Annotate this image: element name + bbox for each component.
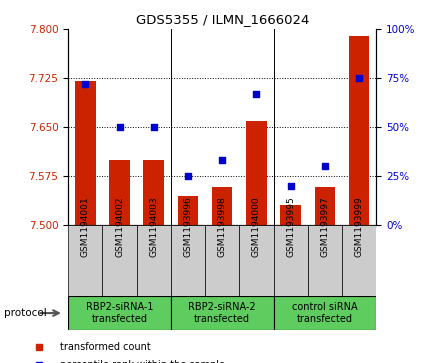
Text: transformed count: transformed count	[60, 342, 151, 352]
Text: protocol: protocol	[4, 308, 47, 318]
Bar	[246, 121, 267, 225]
Bar	[171, 225, 205, 296]
Bar	[280, 205, 301, 225]
Text: GSM1194003: GSM1194003	[149, 196, 158, 257]
Text: GSM1193996: GSM1193996	[183, 196, 192, 257]
Text: GSM1193998: GSM1193998	[218, 196, 227, 257]
Bar	[171, 296, 274, 330]
Point	[253, 91, 260, 97]
Bar	[315, 187, 335, 225]
Text: GSM1194000: GSM1194000	[252, 196, 261, 257]
Bar	[239, 225, 274, 296]
Bar	[143, 160, 164, 225]
Text: percentile rank within the sample: percentile rank within the sample	[60, 360, 225, 363]
Point	[219, 158, 226, 163]
Bar	[308, 225, 342, 296]
Bar	[75, 81, 95, 225]
Bar	[205, 225, 239, 296]
Text: GSM1193999: GSM1193999	[355, 196, 363, 257]
Bar	[68, 296, 171, 330]
Text: RBP2-siRNA-2
transfected: RBP2-siRNA-2 transfected	[188, 302, 256, 324]
Point	[116, 124, 123, 130]
Bar	[274, 225, 308, 296]
Point	[321, 163, 328, 169]
Bar	[103, 225, 137, 296]
Text: GSM1193997: GSM1193997	[320, 196, 330, 257]
Point	[356, 75, 363, 81]
Text: control siRNA
transfected: control siRNA transfected	[292, 302, 358, 324]
Bar	[137, 225, 171, 296]
Title: GDS5355 / ILMN_1666024: GDS5355 / ILMN_1666024	[136, 13, 309, 26]
Bar	[68, 225, 103, 296]
Point	[287, 183, 294, 189]
Bar	[342, 225, 376, 296]
Point	[150, 124, 157, 130]
Text: GSM1193995: GSM1193995	[286, 196, 295, 257]
Bar	[274, 296, 376, 330]
Text: RBP2-siRNA-1
transfected: RBP2-siRNA-1 transfected	[86, 302, 153, 324]
Text: GSM1194002: GSM1194002	[115, 196, 124, 257]
Bar	[178, 196, 198, 225]
Bar	[212, 187, 232, 225]
Point	[184, 173, 191, 179]
Bar	[109, 160, 130, 225]
Point	[82, 81, 89, 87]
Text: GSM1194001: GSM1194001	[81, 196, 90, 257]
Bar	[349, 36, 369, 225]
